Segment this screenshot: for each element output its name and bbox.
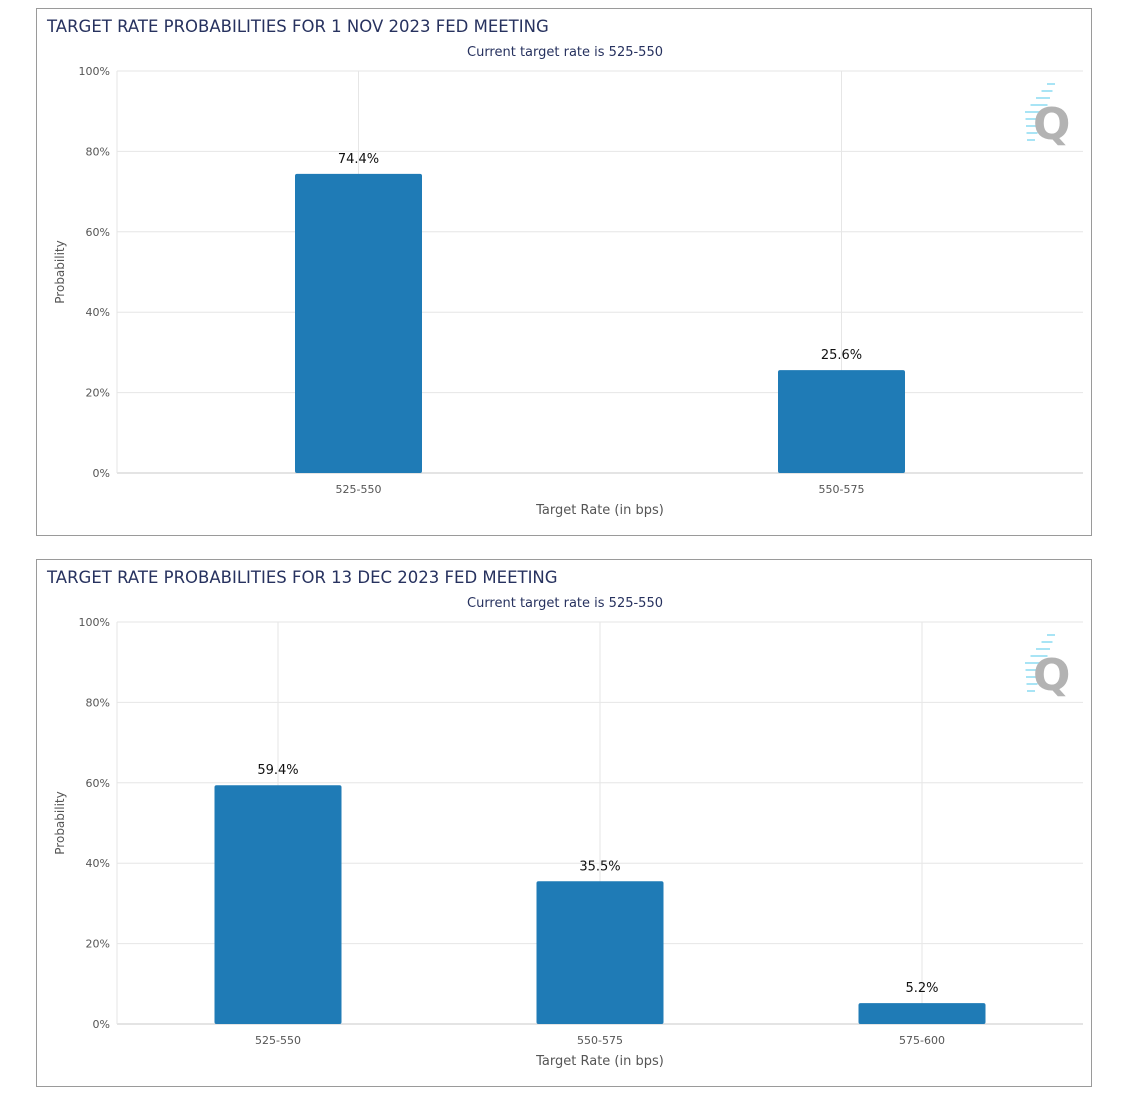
cme-q-logo-icon: Q <box>1025 83 1070 150</box>
x-axis-label: Target Rate (in bps) <box>535 503 664 518</box>
data-label: 25.6% <box>821 348 862 363</box>
svg-text:Q: Q <box>1033 99 1070 150</box>
chart-title: TARGET RATE PROBABILITIES FOR 1 NOV 2023… <box>46 17 549 36</box>
x-tick-label: 525-550 <box>336 483 382 496</box>
x-tick-label: 525-550 <box>255 1034 301 1047</box>
x-tick-label: 550-575 <box>577 1034 623 1047</box>
chart-subtitle: Current target rate is 525-550 <box>467 596 663 611</box>
y-axis-label: Probability <box>53 240 67 303</box>
svg-text:Q: Q <box>1033 650 1070 701</box>
y-tick-label: 60% <box>86 777 110 790</box>
chart-title: TARGET RATE PROBABILITIES FOR 13 DEC 202… <box>46 568 558 587</box>
y-tick-label: 0% <box>93 467 110 480</box>
bar-575-600 <box>858 1003 986 1024</box>
chart-nov: TARGET RATE PROBABILITIES FOR 1 NOV 2023… <box>46 17 1083 518</box>
y-tick-label: 40% <box>86 306 110 319</box>
chart-panel-dec: TARGET RATE PROBABILITIES FOR 13 DEC 202… <box>36 559 1092 1087</box>
y-tick-label: 100% <box>79 65 110 78</box>
y-tick-label: 80% <box>86 696 110 709</box>
y-axis-label: Probability <box>53 791 67 854</box>
data-label: 59.4% <box>257 763 298 778</box>
y-tick-label: 40% <box>86 857 110 870</box>
cme-q-logo-icon: Q <box>1025 634 1070 701</box>
y-tick-label: 0% <box>93 1018 110 1031</box>
bar-550-575 <box>536 881 664 1024</box>
data-label: 74.4% <box>338 152 379 167</box>
chart-panel-nov: TARGET RATE PROBABILITIES FOR 1 NOV 2023… <box>36 8 1092 536</box>
bar-525-550 <box>214 785 342 1024</box>
data-label: 35.5% <box>579 859 620 874</box>
y-tick-label: 60% <box>86 226 110 239</box>
y-tick-label: 20% <box>86 387 110 400</box>
x-tick-label: 550-575 <box>819 483 865 496</box>
y-tick-label: 80% <box>86 145 110 158</box>
y-tick-label: 20% <box>86 938 110 951</box>
chart-subtitle: Current target rate is 525-550 <box>467 45 663 60</box>
x-tick-label: 575-600 <box>899 1034 945 1047</box>
x-axis-label: Target Rate (in bps) <box>535 1054 664 1069</box>
chart-dec: TARGET RATE PROBABILITIES FOR 13 DEC 202… <box>46 568 1083 1069</box>
bar-525-550 <box>295 173 422 474</box>
y-tick-label: 100% <box>79 616 110 629</box>
bar-550-575 <box>778 370 905 473</box>
data-label: 5.2% <box>905 981 938 996</box>
